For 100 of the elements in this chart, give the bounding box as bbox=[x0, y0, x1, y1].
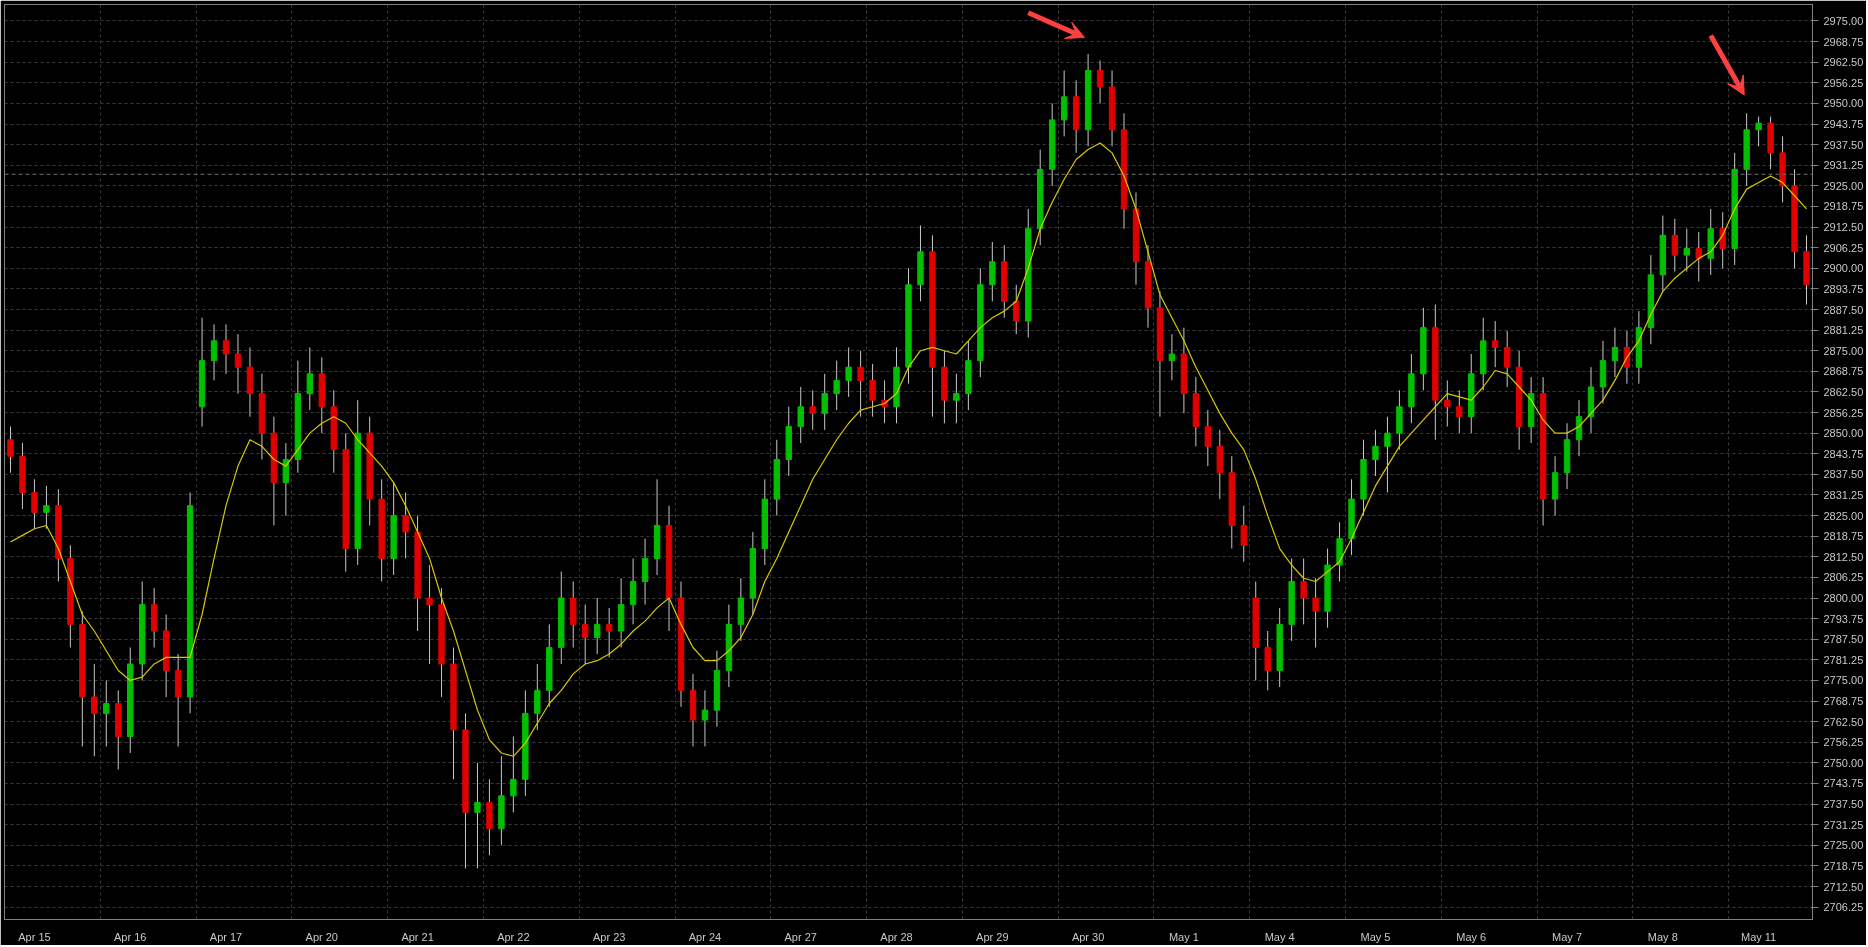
y-tick-label: 2881.25 bbox=[1823, 324, 1864, 337]
candlestick bbox=[1444, 379, 1451, 428]
candlestick bbox=[1755, 116, 1762, 147]
candlestick bbox=[1312, 577, 1319, 648]
candlestick bbox=[426, 564, 433, 665]
x-tick-label: Apr 29 bbox=[976, 930, 1009, 943]
x-tick-label: May 4 bbox=[1264, 930, 1295, 943]
x-tick-label: May 11 bbox=[1740, 930, 1777, 943]
candlestick bbox=[641, 538, 649, 606]
candlestick bbox=[474, 762, 481, 869]
candlestick bbox=[103, 679, 110, 747]
candlestick bbox=[1492, 320, 1499, 368]
candlestick bbox=[1060, 69, 1068, 137]
x-tick-label: Apr 16 bbox=[114, 930, 147, 943]
x-tick-label: May 5 bbox=[1360, 930, 1391, 943]
y-tick-label: 2781.25 bbox=[1823, 653, 1864, 666]
candlestick bbox=[1264, 630, 1271, 691]
candlestick bbox=[953, 373, 960, 424]
candlestick bbox=[222, 323, 230, 375]
candlestick bbox=[629, 557, 637, 625]
candlestick bbox=[1456, 389, 1463, 434]
candlestick bbox=[1683, 228, 1690, 273]
y-tick-label: 2756.25 bbox=[1823, 736, 1864, 749]
candlestick bbox=[869, 363, 876, 418]
candlestick bbox=[1240, 505, 1247, 563]
candlestick bbox=[821, 373, 828, 431]
candlestick bbox=[234, 333, 242, 395]
candlestick bbox=[1384, 416, 1391, 493]
y-tick-label: 2762.50 bbox=[1823, 715, 1864, 728]
candlestick bbox=[31, 478, 38, 530]
y-tick-label: 2887.50 bbox=[1823, 303, 1864, 316]
y-tick-label: 2831.25 bbox=[1823, 488, 1864, 501]
y-tick-label: 2862.50 bbox=[1823, 385, 1864, 398]
y-tick-label: 2868.75 bbox=[1823, 365, 1864, 378]
candlestick bbox=[510, 736, 517, 813]
candlestick bbox=[534, 663, 541, 731]
y-tick-label: 2962.50 bbox=[1823, 56, 1864, 69]
y-tick-label: 2906.25 bbox=[1823, 241, 1864, 254]
candlestick bbox=[43, 485, 50, 530]
x-tick-label: Apr 23 bbox=[592, 930, 626, 943]
y-tick-label: 2900.00 bbox=[1823, 262, 1864, 275]
candlestick bbox=[306, 346, 314, 411]
candlestick bbox=[582, 604, 589, 665]
x-tick-label: May 6 bbox=[1456, 930, 1487, 943]
candlestick bbox=[989, 241, 996, 302]
y-tick-label: 2750.00 bbox=[1823, 756, 1864, 769]
y-tick-label: 2943.75 bbox=[1823, 118, 1864, 131]
y-tick-label: 2912.50 bbox=[1823, 221, 1864, 234]
y-tick-label: 2775.00 bbox=[1823, 674, 1864, 687]
y-tick-label: 2806.25 bbox=[1823, 571, 1864, 584]
y-tick-label: 2875.00 bbox=[1823, 344, 1864, 357]
y-tick-label: 2956.25 bbox=[1823, 76, 1864, 89]
candlestick bbox=[845, 346, 852, 398]
y-tick-label: 2968.75 bbox=[1823, 35, 1864, 48]
candlestick bbox=[1204, 409, 1212, 467]
y-tick-label: 2737.50 bbox=[1823, 798, 1864, 811]
candlestick bbox=[1695, 231, 1702, 282]
y-tick-label: 2812.50 bbox=[1823, 550, 1864, 563]
candlestick bbox=[1719, 211, 1726, 269]
candlestick bbox=[809, 389, 816, 431]
y-tick-label: 2825.00 bbox=[1823, 509, 1864, 522]
y-tick-label: 2893.75 bbox=[1823, 282, 1864, 295]
y-tick-label: 2931.25 bbox=[1823, 159, 1864, 172]
y-tick-label: 2712.50 bbox=[1823, 880, 1864, 893]
y-tick-label: 2787.50 bbox=[1823, 633, 1864, 646]
candlestick bbox=[1372, 429, 1379, 477]
x-tick-label: May 1 bbox=[1168, 930, 1199, 943]
candlestick bbox=[210, 323, 218, 381]
y-tick-label: 2793.75 bbox=[1823, 612, 1864, 625]
candlestick bbox=[797, 386, 804, 444]
y-tick-label: 2837.50 bbox=[1823, 468, 1864, 481]
y-tick-label: 2718.75 bbox=[1823, 859, 1864, 872]
candlestick bbox=[1096, 60, 1104, 104]
candlestick bbox=[605, 607, 613, 658]
y-tick-label: 2725.00 bbox=[1823, 839, 1864, 852]
y-tick-label: 2850.00 bbox=[1823, 427, 1864, 440]
candlestick bbox=[402, 492, 409, 559]
y-tick-label: 2925.00 bbox=[1823, 179, 1864, 192]
y-tick-label: 2731.25 bbox=[1823, 818, 1864, 831]
candlestick bbox=[7, 426, 14, 474]
y-tick-label: 2706.25 bbox=[1823, 901, 1864, 914]
candlestick bbox=[1503, 330, 1511, 388]
candlestick bbox=[701, 689, 709, 747]
x-tick-label: Apr 17 bbox=[209, 930, 243, 943]
y-tick-label: 2818.75 bbox=[1823, 530, 1864, 543]
y-tick-label: 2743.75 bbox=[1823, 777, 1864, 790]
x-tick-label: Apr 27 bbox=[784, 930, 817, 943]
candlestick bbox=[833, 360, 840, 411]
x-tick-label: Apr 28 bbox=[880, 930, 913, 943]
x-tick-label: Apr 15 bbox=[18, 930, 51, 943]
x-tick-label: May 7 bbox=[1552, 930, 1583, 943]
candlestick bbox=[857, 350, 864, 418]
candlestick bbox=[1611, 327, 1619, 378]
y-tick-label: 2937.50 bbox=[1823, 138, 1864, 151]
y-tick-label: 2950.00 bbox=[1823, 97, 1864, 110]
candlestick bbox=[1168, 333, 1176, 381]
candlestick bbox=[1300, 557, 1307, 625]
candlestick bbox=[1013, 284, 1020, 335]
x-tick-label: Apr 20 bbox=[305, 930, 339, 943]
y-tick-label: 2856.25 bbox=[1823, 406, 1864, 419]
